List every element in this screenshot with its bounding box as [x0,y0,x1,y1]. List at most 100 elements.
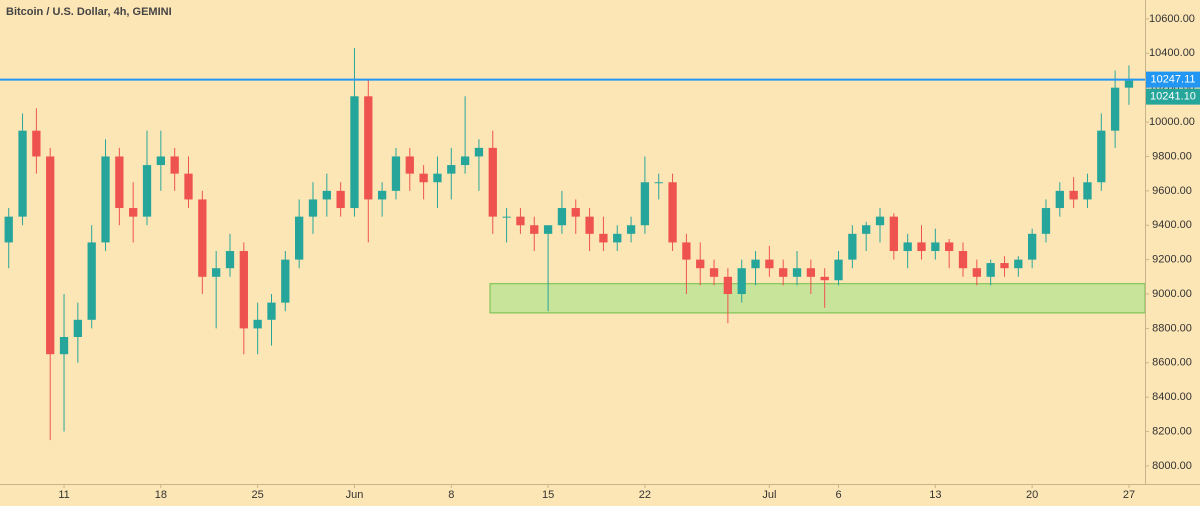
candle-body [945,242,954,252]
x-tick-label: 20 [1026,489,1038,501]
y-tick-label: 9200.00 [1152,254,1192,266]
candle-body [972,268,981,277]
plot-area [4,48,1146,441]
candle-body [184,173,193,200]
candle-body [682,242,691,260]
y-tick-label: 10600.00 [1149,13,1195,25]
candle-body [1110,87,1120,131]
candle-body [626,225,636,234]
candle-body [1055,190,1064,209]
candle-body [640,182,650,226]
candle-body [1041,208,1051,234]
candle-body [502,216,511,218]
candle-body [917,242,926,252]
candle-body [419,173,428,183]
resistance-price-label: 10247.11 [1150,73,1195,85]
support-zone [489,283,1146,314]
candle-body [848,233,857,260]
candle-body [336,190,345,209]
last-price-box [1146,88,1200,105]
candle-body [516,216,525,226]
candle-body [460,156,470,166]
candle-body [1069,190,1078,200]
y-tick-label: 9800.00 [1152,150,1192,162]
candle-body [723,276,733,295]
candle-body [308,199,318,217]
x-tick-label: 25 [252,489,264,501]
candle-body [571,208,580,217]
x-tick-label: Jul [762,489,776,501]
candle-body [599,233,608,243]
candle-body [18,130,27,217]
candle-body [488,147,497,217]
candle-body [377,190,387,200]
candle-body [156,156,165,166]
candle-body [391,156,401,191]
candle-body [1000,263,1009,269]
candle-body [958,251,968,269]
candle-body [668,182,677,243]
y-tick-label: 10400.00 [1149,47,1195,59]
candle-body [696,259,705,269]
y-tick-label: 10000.00 [1149,116,1195,128]
candle-body [530,225,539,234]
candle-body [129,208,138,217]
x-tick-label: 18 [155,489,167,501]
x-tick-label: 13 [929,489,941,501]
resistance-price-box [1146,71,1200,88]
y-tick-label: 8000.00 [1152,460,1192,472]
candle-body [101,156,110,243]
x-tick-label: 15 [542,489,554,501]
candle-body [322,190,331,200]
y-tick-label: 8600.00 [1152,357,1192,369]
candle-body [73,319,83,337]
candle-body [862,225,871,234]
candle-body [239,251,248,329]
candle-body [281,259,290,303]
candle-body [350,96,359,209]
candle-body [792,268,802,277]
candle-body [1124,80,1134,88]
candle-body [1097,130,1106,183]
candle-body [294,216,304,260]
candle-body [142,165,152,217]
y-tick-label: 8800.00 [1152,322,1192,334]
candle-body [585,216,594,234]
candle-body [4,216,13,243]
y-tick-label: 9000.00 [1152,288,1192,300]
candle-body [267,302,276,320]
candle-body [543,225,553,234]
candle-body [433,173,442,183]
candle-body [59,336,69,355]
candle-body [225,251,235,269]
candle-body [931,242,940,252]
candle-body [474,147,484,157]
candle-body [820,276,829,281]
candle-body [806,268,816,277]
candle-body [405,156,414,174]
candle-body [253,319,262,329]
candle-body [779,268,788,277]
candle-body [364,96,373,200]
x-tick-label: 8 [448,489,454,501]
candle-body [87,242,96,320]
candle-body [986,263,995,277]
y-tick-label: 8200.00 [1152,425,1192,437]
chart-title: Bitcoin / U.S. Dollar, 4h, GEMINI [6,6,172,18]
x-tick-label: 27 [1123,489,1135,501]
y-tick-label: 8400.00 [1152,391,1192,403]
candle-body [557,208,567,226]
last-price-label: 10241.10 [1150,91,1196,103]
candle-body [889,216,898,252]
candle-body [709,268,719,277]
x-tick-label: 22 [639,489,651,501]
y-tick-label: 9400.00 [1152,219,1192,231]
candle-body [32,130,41,157]
candle-body [46,156,55,355]
candle-body [765,259,774,269]
candle-body [613,233,622,243]
y-tick-label: 9600.00 [1152,185,1192,197]
candle-body [447,165,456,174]
